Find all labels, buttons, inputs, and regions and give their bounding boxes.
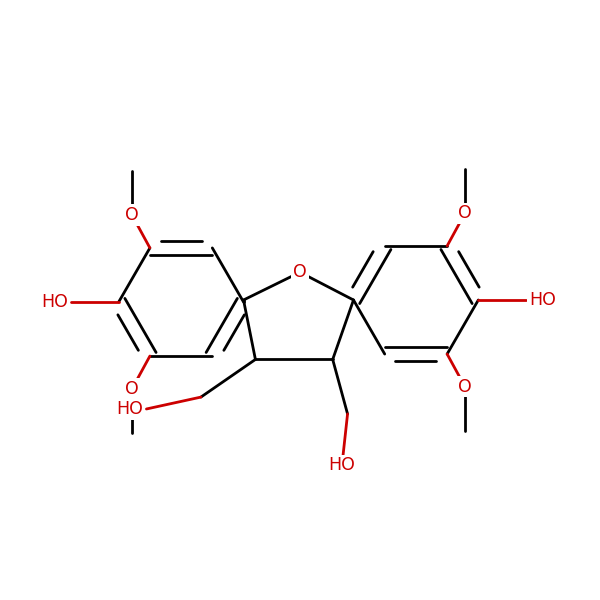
Text: HO: HO [529,291,556,309]
Text: O: O [458,204,472,222]
Text: O: O [458,378,472,396]
Text: HO: HO [328,457,355,475]
Text: O: O [125,380,139,398]
Text: O: O [125,206,139,224]
Text: O: O [293,263,307,281]
Text: HO: HO [116,400,143,418]
Text: HO: HO [41,293,68,311]
